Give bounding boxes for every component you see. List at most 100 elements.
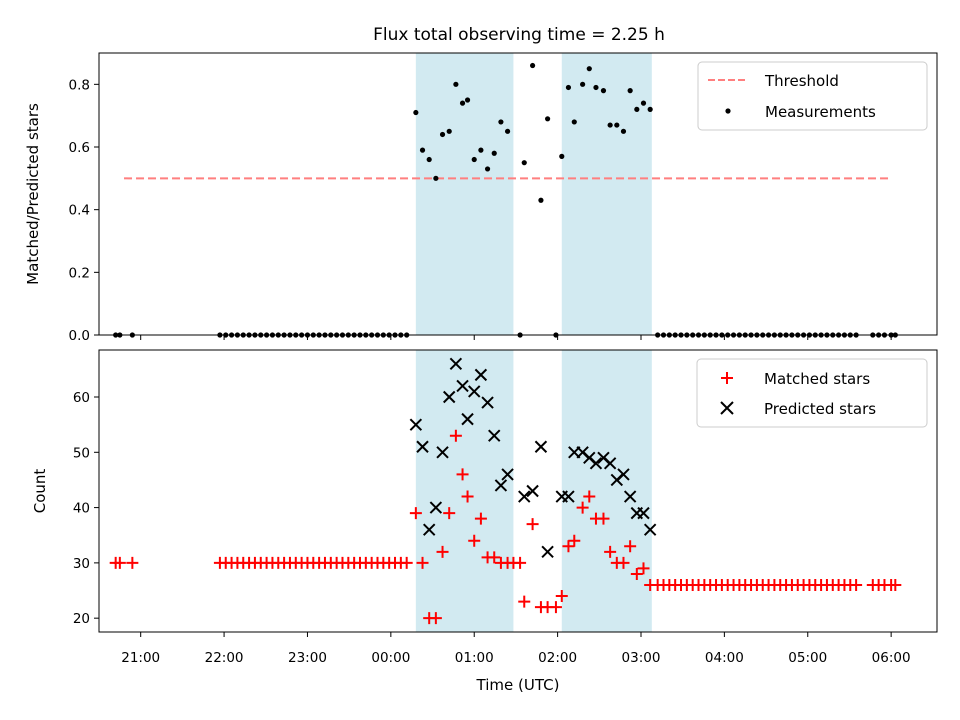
y-tick-label: 40 [73,501,90,517]
matched-star-point [443,507,456,520]
predicted-star-point [443,390,456,404]
measurement-point [565,84,572,91]
measurement-point [459,100,466,106]
y-tick-label: 0.8 [69,77,90,93]
measurement-point [627,88,633,94]
top-legend-box [697,61,928,131]
matched-star-point [576,501,589,514]
predicted-star-point [456,379,469,393]
top-legend: Threshold Measurements [697,61,928,131]
matched-star-point [400,556,413,569]
predicted-star-point [474,368,488,382]
measurement-point [593,84,599,91]
measurement-point [464,97,471,103]
measurement-point [545,116,551,122]
measurement-point [453,81,459,87]
measurement-point [471,156,477,163]
shaded-interval-2 [561,350,652,632]
predicted-star-point [617,468,630,481]
predicted-star-point [449,357,463,371]
measurement-point [504,128,511,134]
predicted-star-point [603,457,617,470]
bottom-y-axis-label: Count [31,469,49,514]
top-y-ticks: 0.0 0.2 0.4 0.6 0.8 [69,77,99,344]
legend-matched-swatch [721,372,733,384]
x-axis-label: Time (UTC) [476,676,560,694]
matched-star-point [617,556,630,569]
matched-star-point [624,540,637,553]
measurement-point [521,160,527,166]
measurement-point [419,147,426,153]
x-tick-label: 01:00 [455,650,494,666]
predicted-star-point [643,523,657,536]
x-tick-label: 23:00 [288,650,327,666]
chart-title: Flux total observing time = 2.25 h [373,25,665,45]
predicted-star-point [488,429,501,442]
measurement-point [491,150,497,156]
predicted-star-point [562,490,575,503]
legend-measurements-swatch [725,108,731,114]
measurement-point [614,122,620,128]
matched-star-point [488,551,501,564]
matched-star-point [637,562,650,575]
measurement-point [559,153,565,159]
matched-star-point [562,540,575,553]
matched-star-point [514,556,527,569]
matched-star-point [850,579,863,591]
x-tick-label: 06:00 [872,650,911,666]
measurement-point [478,147,484,153]
measurement-point [529,62,536,69]
y-tick-label: 60 [73,390,90,406]
measurement-point [580,81,586,87]
bottom-legend: Matched stars Predicted stars [696,358,928,428]
x-tick-label: 22:00 [205,650,244,666]
legend-predicted-swatch [720,401,734,415]
bottom-x-ticks: 21:00 22:00 23:00 00:00 01:00 02:00 03:00 04:00… [121,632,911,666]
predicted-star-point [518,490,531,503]
y-tick-label: 30 [73,556,90,572]
x-tick-label: 03:00 [622,650,661,666]
legend-measurements-label: Measurements [765,103,876,121]
top-y-axis-label: Matched/Predicted stars [24,103,42,285]
bottom-axes-frame [98,349,938,633]
predicted-star-point [589,457,603,470]
predicted-star-point [494,479,508,492]
top-x-ticks [140,335,892,340]
matched-star-point [126,556,139,569]
measurement-point [634,106,640,112]
matched-star-point [568,534,581,547]
matched-star-point [889,579,902,591]
matched-star-point [113,556,126,569]
measurement-point [571,119,577,125]
top-axes-frame [98,52,938,336]
measurement-point [600,88,607,94]
predicted-star-point [436,446,449,459]
measurement-points [113,62,898,338]
predicted-star-point [416,440,429,453]
y-tick-label: 0.4 [69,203,90,219]
legend-predicted-label: Predicted stars [764,400,876,418]
matched-star-point [474,512,487,525]
matched-star-point [604,545,617,558]
predicted-star-point [534,440,548,453]
measurement-point [413,109,419,116]
predicted-star-point [637,506,650,520]
x-tick-label: 21:00 [121,650,160,666]
predicted-star-points [409,357,657,559]
predicted-star-point [468,385,481,398]
matched-star-point [468,534,481,547]
matched-star-point [583,490,596,503]
matched-star-point [549,601,562,614]
predicted-star-point [429,501,443,514]
x-tick-label: 02:00 [538,650,577,666]
shaded-interval-1 [415,53,514,335]
y-tick-label: 0.0 [69,328,90,344]
x-tick-label: 04:00 [705,650,744,666]
measurement-point [426,156,432,163]
measurement-point [607,122,613,128]
predicted-star-point [481,396,494,409]
matched-star-point [555,590,568,603]
bottom-shaded-regions [415,350,652,632]
shaded-interval-1 [415,350,514,632]
measurement-point [586,66,592,72]
